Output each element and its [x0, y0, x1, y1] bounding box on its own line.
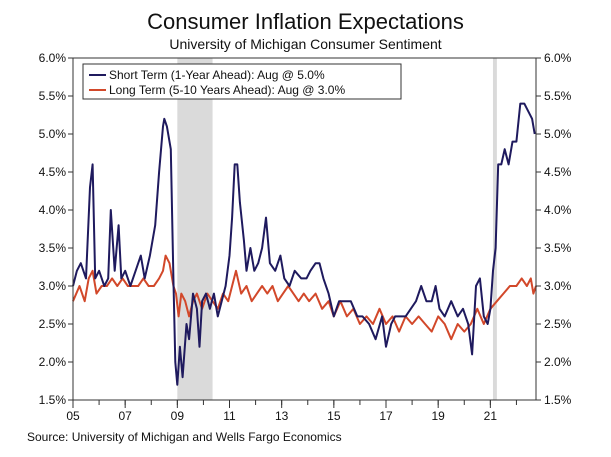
x-tick-label: 05	[66, 409, 80, 423]
y-tick-label-left: 2.5%	[39, 317, 67, 331]
chart-title: Consumer Inflation Expectations	[147, 9, 464, 34]
chart-subtitle: University of Michigan Consumer Sentimen…	[169, 36, 442, 52]
recession-band-1	[492, 58, 497, 400]
x-tick-label: 19	[432, 409, 446, 423]
y-tick-label-left: 6.0%	[39, 51, 67, 65]
series-line-long	[72, 254, 537, 341]
y-tick-label-left: 4.5%	[39, 165, 67, 179]
source-note: Source: University of Michigan and Wells…	[27, 430, 342, 444]
y-tick-label-right: 2.5%	[544, 317, 572, 331]
legend-box	[82, 63, 402, 100]
y-tick-label-left: 3.5%	[39, 241, 67, 255]
recession-bands	[177, 58, 497, 400]
x-tick-label: 13	[275, 409, 289, 423]
y-tick-label-right: 4.0%	[544, 203, 572, 217]
y-tick-label-left: 3.0%	[39, 279, 67, 293]
y-tick-label-left: 5.0%	[39, 127, 67, 141]
x-tick-label: 09	[171, 409, 185, 423]
y-tick-label-right: 3.0%	[544, 279, 572, 293]
x-tick-label: 17	[379, 409, 393, 423]
x-tick-label: 21	[484, 409, 498, 423]
y-tick-label-right: 6.0%	[544, 51, 572, 65]
recession-band-0	[177, 58, 213, 400]
y-tick-label-right: 2.0%	[544, 355, 572, 369]
y-tick-label-right: 5.0%	[544, 127, 572, 141]
x-tick-label: 07	[118, 409, 132, 423]
series-line-short	[72, 102, 536, 386]
y-tick-label-right: 1.5%	[544, 393, 572, 407]
chart-legend: Short Term (1-Year Ahead): Aug @ 5.0%Lon…	[82, 63, 402, 100]
y-tick-label-left: 4.0%	[39, 203, 67, 217]
y-tick-label-right: 4.5%	[544, 165, 572, 179]
y-tick-label-right: 5.5%	[544, 89, 572, 103]
y-tick-label-right: 3.5%	[544, 241, 572, 255]
series-lines	[72, 102, 537, 386]
y-tick-label-left: 1.5%	[39, 393, 67, 407]
x-tick-label: 11	[223, 409, 236, 423]
x-tick-label: 15	[327, 409, 341, 423]
chart-axes: 1.5% 1.5% 2.0% 2.0% 2.5% 2.5% 3.0% 3.0% 3.5% 3.5%…	[39, 51, 572, 423]
legend-label-long: Long Term (5-10 Years Ahead): Aug @ 3.0%	[109, 83, 345, 97]
legend-label-short: Short Term (1-Year Ahead): Aug @ 5.0%	[109, 68, 325, 82]
y-tick-label-left: 5.5%	[39, 89, 67, 103]
plot-frame	[72, 57, 537, 401]
y-tick-label-left: 2.0%	[39, 355, 67, 369]
